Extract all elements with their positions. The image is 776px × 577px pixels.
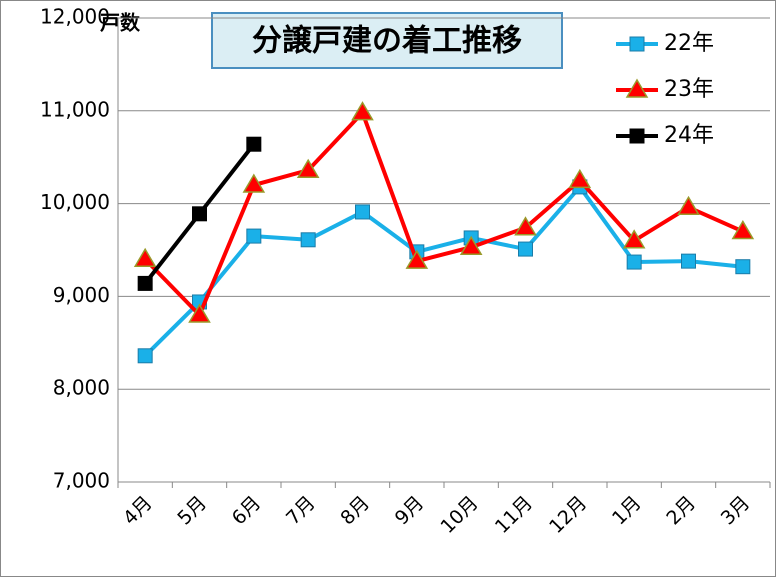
data-point bbox=[137, 348, 153, 364]
data-point bbox=[731, 219, 755, 240]
data-point bbox=[514, 216, 537, 236]
y-axis-label: 戸数 bbox=[100, 11, 141, 35]
data-point bbox=[133, 247, 157, 268]
y-tick-label: 7,000 bbox=[53, 469, 110, 493]
data-point bbox=[405, 249, 429, 269]
legend-label: 22年 bbox=[664, 31, 714, 56]
data-point bbox=[626, 254, 642, 270]
data-point bbox=[242, 173, 266, 193]
legend-marker bbox=[625, 78, 649, 98]
legend-marker bbox=[629, 128, 645, 144]
data-point bbox=[735, 259, 751, 275]
title-box bbox=[211, 12, 563, 69]
chart-title: 分譲戸建の着工推移 bbox=[252, 24, 522, 59]
data-point bbox=[246, 136, 262, 152]
series-line bbox=[143, 110, 744, 317]
data-point bbox=[188, 303, 211, 323]
legend-label: 23年 bbox=[664, 77, 714, 102]
y-tick-label: 12,000 bbox=[40, 5, 110, 29]
y-tick-label: 10,000 bbox=[40, 190, 110, 214]
y-tick-label: 9,000 bbox=[53, 283, 110, 307]
data-point bbox=[300, 232, 316, 248]
legend-label: 24年 bbox=[664, 123, 714, 148]
data-point bbox=[137, 275, 153, 291]
data-point bbox=[192, 206, 207, 222]
data-point bbox=[681, 253, 696, 269]
data-point bbox=[568, 168, 592, 189]
data-point bbox=[246, 228, 262, 244]
data-point bbox=[296, 158, 320, 178]
data-point bbox=[677, 195, 700, 216]
series-line bbox=[143, 184, 744, 358]
data-point bbox=[622, 229, 646, 249]
data-point bbox=[355, 204, 370, 220]
data-point bbox=[459, 235, 483, 255]
data-point bbox=[351, 101, 374, 121]
data-point bbox=[518, 241, 533, 257]
y-tick-label: 8,000 bbox=[53, 376, 110, 400]
y-tick-label: 11,000 bbox=[40, 97, 110, 121]
legend-marker bbox=[629, 36, 645, 52]
